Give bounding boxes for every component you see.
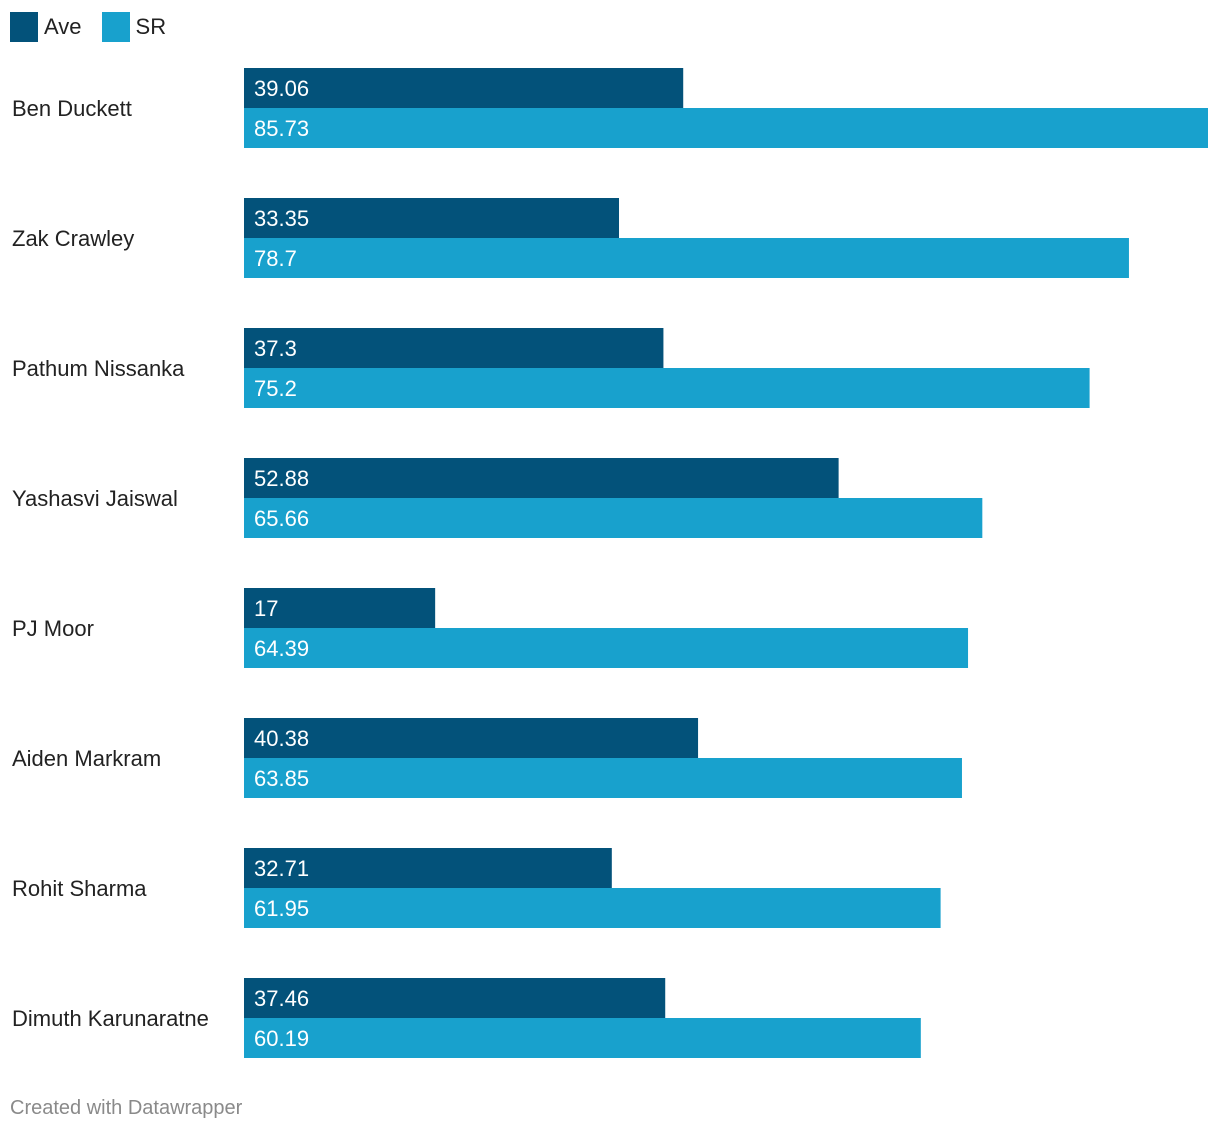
bar-sr-pathum-nissanka: [244, 368, 1090, 408]
bar-label-ave-zak-crawley: 33.35: [254, 206, 309, 231]
bar-ave-pj-moor: [244, 588, 436, 628]
bar-sr-rohit-sharma: [244, 888, 941, 928]
bar-label-sr-ben-duckett: 85.73: [254, 116, 309, 141]
category-label-zak-crawley: Zak Crawley: [12, 226, 134, 251]
category-label-rohit-sharma: Rohit Sharma: [12, 876, 147, 901]
bar-label-sr-dimuth-karunaratne: 60.19: [254, 1026, 309, 1051]
bar-label-ave-rohit-sharma: 32.71: [254, 856, 309, 881]
bar-ave-ben-duckett: [244, 68, 684, 108]
bar-label-ave-pj-moor: 17: [254, 596, 278, 621]
bar-ave-yashasvi-jaiswal: [244, 458, 839, 498]
legend-item-ave: Ave: [10, 12, 82, 42]
bar-ave-pathum-nissanka: [244, 328, 664, 368]
category-label-ben-duckett: Ben Duckett: [12, 96, 132, 121]
legend-swatch-sr: [101, 12, 130, 42]
category-label-pj-moor: PJ Moor: [12, 616, 94, 641]
bar-label-ave-dimuth-karunaratne: 37.46: [254, 986, 309, 1011]
category-label-dimuth-karunaratne: Dimuth Karunaratne: [12, 1006, 209, 1031]
bar-chart: Ben Duckett 39.06 85.73 Zak Crawley 33.35 78.…: [12, 68, 1208, 1058]
bar-label-sr-aiden-markram: 63.85: [254, 766, 309, 791]
legend-label-sr: SR: [135, 14, 167, 39]
bar-label-sr-pathum-nissanka: 75.2: [254, 376, 297, 401]
bar-sr-yashasvi-jaiswal: [244, 498, 983, 538]
bar-sr-zak-crawley: [244, 238, 1129, 278]
bar-ave-aiden-markram: [244, 718, 699, 758]
bar-sr-aiden-markram: [244, 758, 962, 798]
bar-label-sr-zak-crawley: 78.7: [254, 246, 297, 271]
bar-label-sr-yashasvi-jaiswal: 65.66: [254, 506, 309, 531]
bar-label-sr-rohit-sharma: 61.95: [254, 896, 309, 921]
legend-swatch-ave: [10, 12, 38, 42]
category-label-aiden-markram: Aiden Markram: [12, 746, 161, 771]
bar-label-ave-pathum-nissanka: 37.3: [254, 336, 297, 361]
legend-item-sr: SR: [101, 12, 167, 42]
bar-label-sr-pj-moor: 64.39: [254, 636, 309, 661]
category-label-pathum-nissanka: Pathum Nissanka: [12, 356, 185, 381]
bar-label-ave-aiden-markram: 40.38: [254, 726, 309, 751]
bar-label-ave-ben-duckett: 39.06: [254, 76, 309, 101]
legend-label-ave: Ave: [44, 14, 82, 39]
category-label-yashasvi-jaiswal: Yashasvi Jaiswal: [12, 486, 178, 511]
bar-label-ave-yashasvi-jaiswal: 52.88: [254, 466, 309, 491]
footer-credit: Created with Datawrapper: [10, 1097, 243, 1119]
legend: Ave SR: [10, 12, 186, 42]
bar-ave-rohit-sharma: [244, 848, 612, 888]
bar-ave-dimuth-karunaratne: [244, 978, 666, 1018]
bar-sr-ben-duckett: [244, 108, 1208, 148]
bar-ave-zak-crawley: [244, 198, 620, 238]
bar-sr-pj-moor: [244, 628, 969, 668]
bar-sr-dimuth-karunaratne: [244, 1018, 921, 1058]
